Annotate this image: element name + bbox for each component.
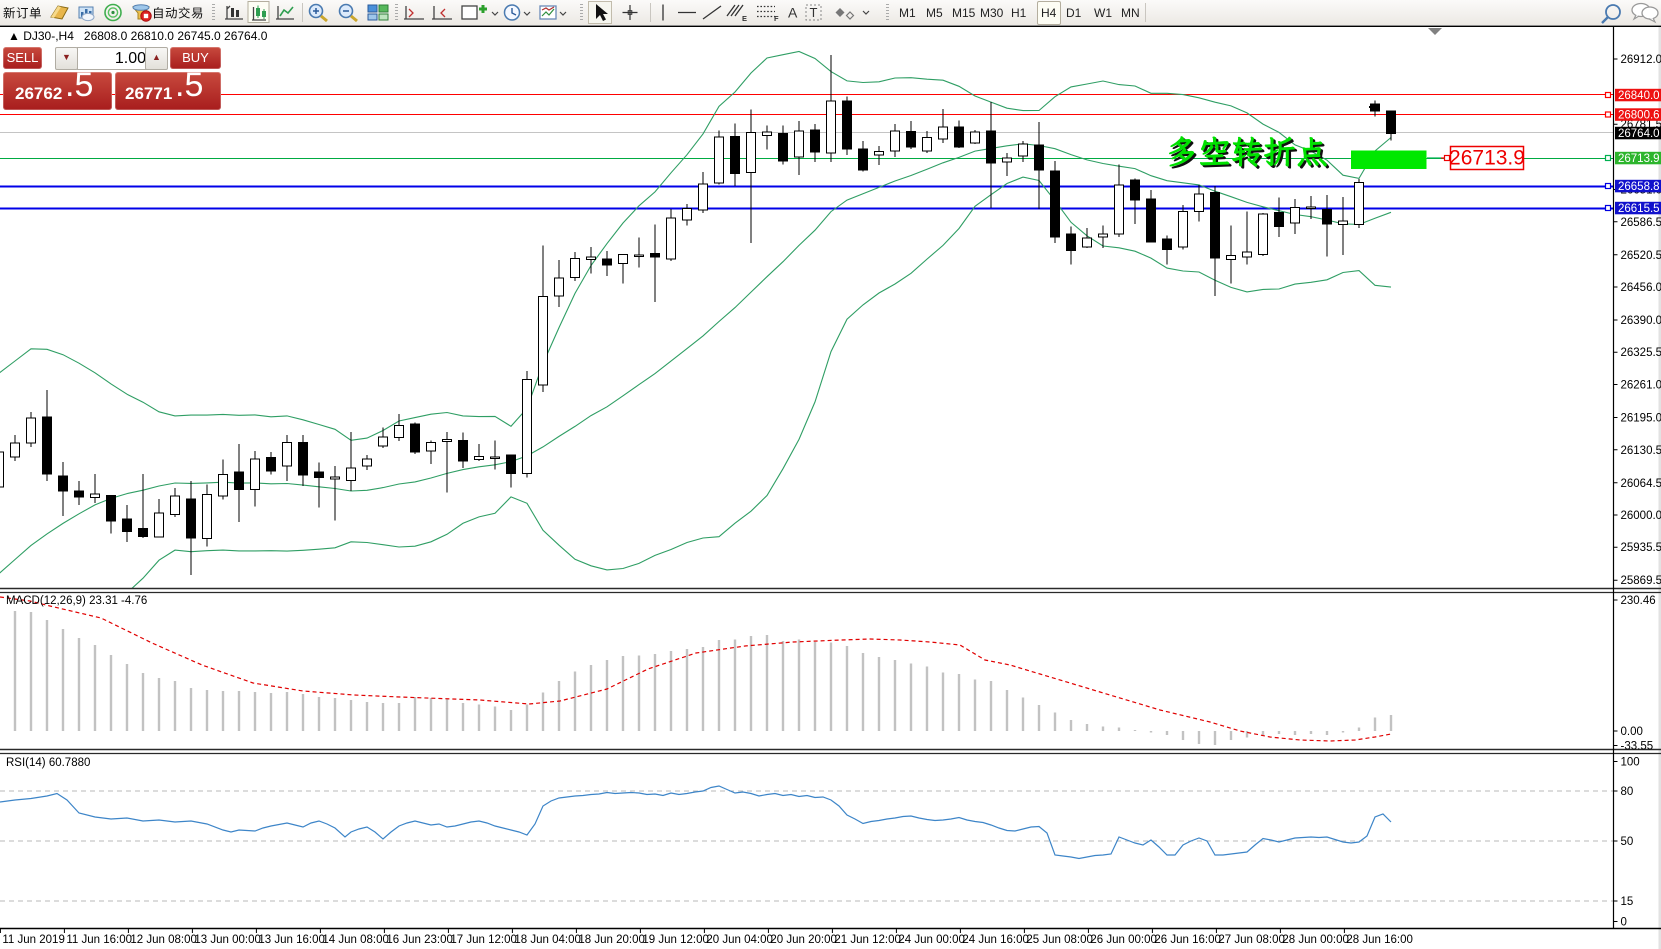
svg-text:230.46: 230.46 xyxy=(1621,595,1656,607)
svg-text:26 Jun 16:00: 26 Jun 16:00 xyxy=(1154,934,1221,946)
svg-text:-33.55: -33.55 xyxy=(1621,741,1654,753)
svg-text:28 Jun 00:00: 28 Jun 00:00 xyxy=(1282,934,1349,946)
svg-text:26764.0: 26764.0 xyxy=(1618,128,1660,140)
svg-text:13 Jun 00:00: 13 Jun 00:00 xyxy=(194,934,261,946)
svg-text:E: E xyxy=(742,14,747,23)
svg-text:17 Jun 12:00: 17 Jun 12:00 xyxy=(450,934,517,946)
svg-text:27 Jun 08:00: 27 Jun 08:00 xyxy=(1218,934,1285,946)
svg-text:T: T xyxy=(810,5,818,20)
svg-text:A: A xyxy=(788,5,798,21)
svg-text:18 Jun 04:00: 18 Jun 04:00 xyxy=(514,934,581,946)
svg-text:18 Jun 20:00: 18 Jun 20:00 xyxy=(578,934,645,946)
svg-text:0.00: 0.00 xyxy=(1621,726,1643,738)
svg-text:28 Jun 16:00: 28 Jun 16:00 xyxy=(1346,934,1413,946)
svg-text:20 Jun 20:00: 20 Jun 20:00 xyxy=(770,934,837,946)
svg-text:11 Jun 2019: 11 Jun 2019 xyxy=(2,934,64,946)
svg-text:26713.9: 26713.9 xyxy=(1449,147,1525,170)
svg-text:100: 100 xyxy=(1621,757,1640,769)
svg-text:MACD(12,26,9) 23.31 -4.76: MACD(12,26,9) 23.31 -4.76 xyxy=(6,595,147,607)
svg-text:26456.0: 26456.0 xyxy=(1621,282,1661,294)
svg-text:19 Jun 12:00: 19 Jun 12:00 xyxy=(642,934,709,946)
svg-text:25 Jun 08:00: 25 Jun 08:00 xyxy=(1026,934,1093,946)
svg-text:13 Jun 16:00: 13 Jun 16:00 xyxy=(258,934,325,946)
svg-text:26195.0: 26195.0 xyxy=(1621,413,1661,425)
svg-text:15: 15 xyxy=(1621,896,1634,908)
svg-text:26658.8: 26658.8 xyxy=(1618,181,1660,193)
svg-text:26064.5: 26064.5 xyxy=(1621,478,1661,490)
svg-text:12 Jun 08:00: 12 Jun 08:00 xyxy=(130,934,197,946)
svg-text:0: 0 xyxy=(1621,917,1627,929)
svg-text:26325.5: 26325.5 xyxy=(1621,347,1661,359)
svg-text:26615.5: 26615.5 xyxy=(1618,203,1660,215)
svg-text:26520.5: 26520.5 xyxy=(1621,250,1661,262)
svg-text:14 Jun 08:00: 14 Jun 08:00 xyxy=(322,934,389,946)
svg-text:24 Jun 16:00: 24 Jun 16:00 xyxy=(962,934,1029,946)
svg-text:RSI(14) 60.7880: RSI(14) 60.7880 xyxy=(6,757,90,769)
svg-text:25869.5: 25869.5 xyxy=(1621,575,1661,587)
svg-text:80: 80 xyxy=(1621,786,1634,798)
svg-text:21 Jun 12:00: 21 Jun 12:00 xyxy=(834,934,901,946)
svg-text:26912.0: 26912.0 xyxy=(1621,54,1661,66)
svg-text:24 Jun 00:00: 24 Jun 00:00 xyxy=(898,934,965,946)
svg-text:25935.5: 25935.5 xyxy=(1621,542,1661,554)
svg-text:50: 50 xyxy=(1621,836,1634,848)
svg-text:26586.5: 26586.5 xyxy=(1621,217,1661,229)
svg-text:26390.0: 26390.0 xyxy=(1621,315,1661,327)
svg-text:26261.0: 26261.0 xyxy=(1621,380,1661,392)
svg-text:20 Jun 04:00: 20 Jun 04:00 xyxy=(706,934,773,946)
svg-text:26 Jun 00:00: 26 Jun 00:00 xyxy=(1090,934,1157,946)
svg-text:26840.0: 26840.0 xyxy=(1618,90,1660,102)
svg-text:16 Jun 23:00: 16 Jun 23:00 xyxy=(386,934,453,946)
svg-text:F: F xyxy=(774,14,779,23)
svg-text:26130.5: 26130.5 xyxy=(1621,445,1661,457)
svg-text:26713.9: 26713.9 xyxy=(1618,153,1660,165)
svg-text:26000.0: 26000.0 xyxy=(1621,510,1661,522)
svg-text:26800.6: 26800.6 xyxy=(1618,110,1660,122)
svg-text:11 Jun 16:00: 11 Jun 16:00 xyxy=(66,934,132,946)
